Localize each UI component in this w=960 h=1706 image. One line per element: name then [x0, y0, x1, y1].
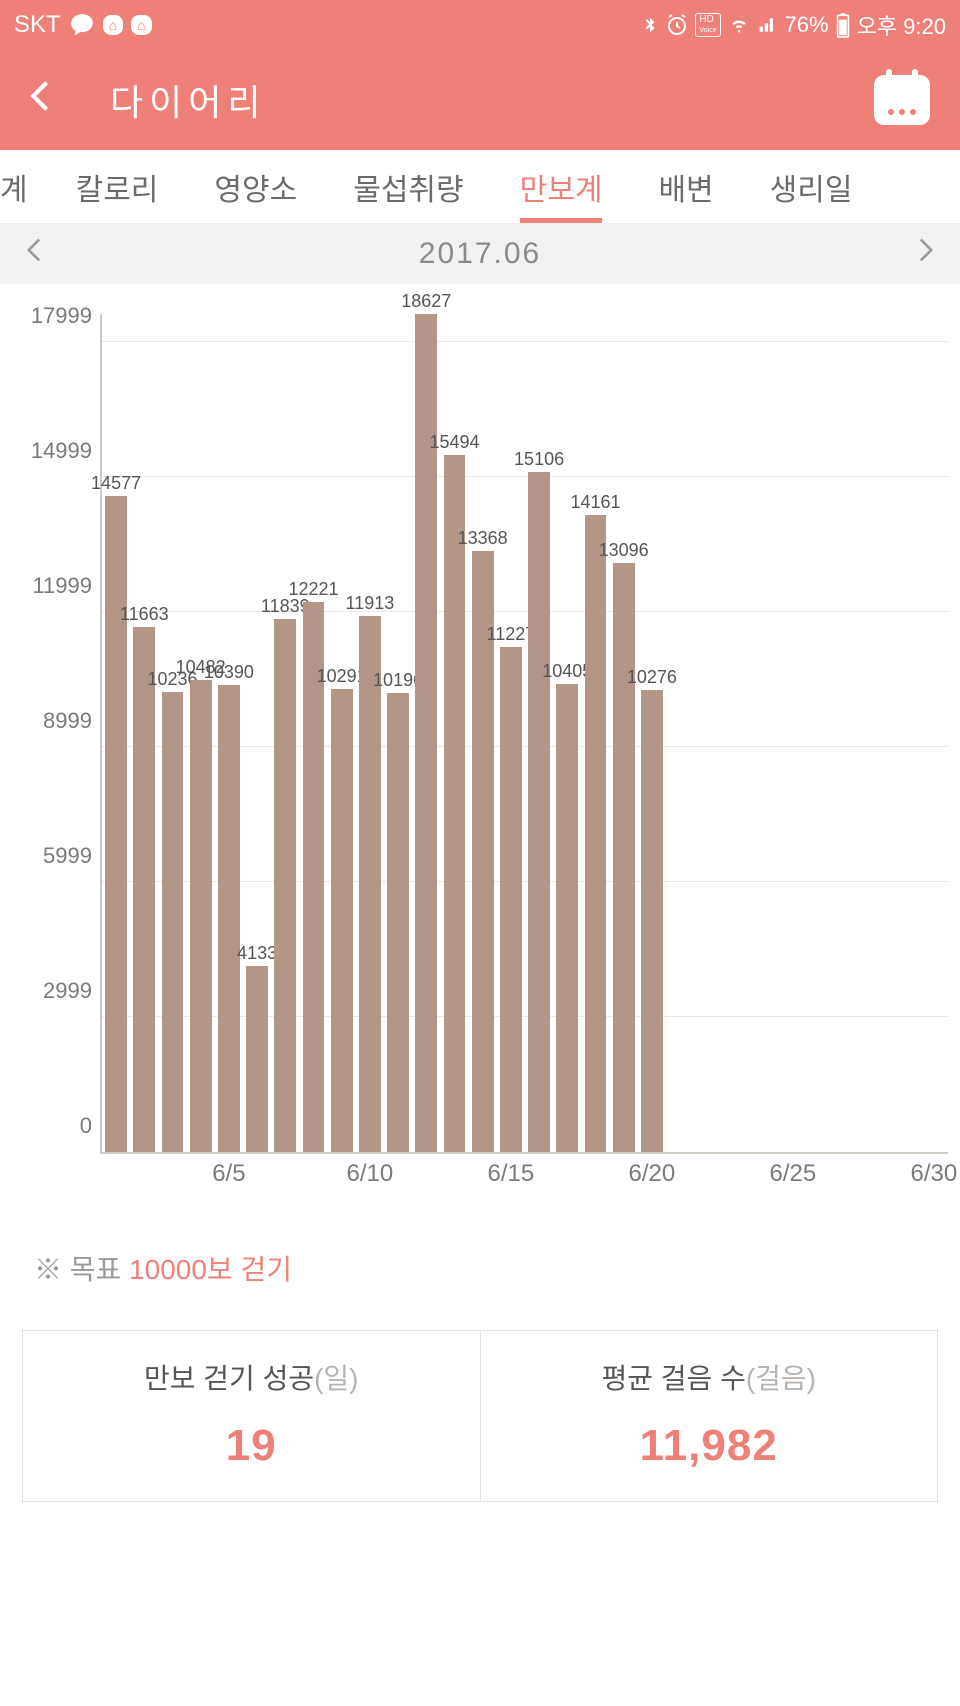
bar-day-5[interactable]: 10390 — [218, 685, 240, 1152]
bar-value-label: 13096 — [599, 540, 649, 563]
tab-5[interactable]: 배변 — [630, 150, 741, 223]
bar-day-17[interactable]: 10405 — [556, 684, 578, 1152]
bar-day-9[interactable]: 10291 — [331, 689, 353, 1152]
grid-line — [102, 476, 948, 477]
bar-value-label: 10390 — [204, 662, 254, 685]
bar-day-3[interactable]: 10236 — [162, 692, 184, 1153]
bar-day-18[interactable]: 14161 — [585, 515, 607, 1152]
battery-pct: 76% — [785, 12, 829, 38]
stat-success-days: 만보 걷기 성공(일) 19 — [23, 1331, 481, 1501]
bar-value-label: 18627 — [401, 291, 451, 314]
bar-day-13[interactable]: 15494 — [444, 455, 466, 1152]
alarm-icon — [665, 13, 689, 37]
bluetooth-icon — [641, 13, 659, 37]
time-label: 오후 9:20 — [857, 9, 946, 41]
calendar-button[interactable] — [874, 75, 930, 125]
carrier-label: SKT — [14, 11, 61, 39]
y-tick-label: 11999 — [32, 573, 102, 599]
x-tick-label: 6/25 — [770, 1152, 817, 1188]
bar-day-2[interactable]: 11663 — [133, 627, 155, 1152]
stat-avg-steps: 평균 걸음 수(걸음) 11,982 — [481, 1331, 938, 1501]
bar-value-label: 13368 — [458, 528, 508, 551]
stat-title: 평균 걸음 수(걸음) — [491, 1357, 928, 1397]
tab-3[interactable]: 물섭취량 — [325, 150, 491, 223]
goal-text: ※ 목표 10000보 걷기 — [0, 1224, 960, 1312]
battery-icon — [835, 12, 851, 38]
bar-value-label: 12221 — [288, 579, 338, 602]
bar-day-4[interactable]: 10482 — [190, 680, 212, 1152]
date-nav: 2017.06 — [0, 224, 960, 284]
bar-day-6[interactable]: 4133 — [246, 966, 268, 1152]
status-left: SKT ⌂ ⌂ — [14, 11, 152, 39]
bar-value-label: 14577 — [91, 473, 141, 496]
back-button[interactable] — [30, 79, 50, 122]
bar-day-10[interactable]: 11913 — [359, 616, 381, 1152]
notif-badge-1: ⌂ — [103, 15, 123, 35]
app-header: 다이어리 — [0, 50, 960, 150]
wifi-icon — [727, 15, 751, 35]
y-tick-label: 17999 — [31, 303, 102, 329]
chart-plot: 02999599989991199914999179996/56/106/156… — [100, 314, 948, 1154]
page-title: 다이어리 — [110, 74, 266, 126]
bar-value-label: 11913 — [346, 593, 395, 616]
y-tick-label: 8999 — [43, 708, 102, 734]
y-tick-label: 14999 — [31, 438, 102, 464]
x-tick-label: 6/10 — [347, 1152, 394, 1188]
y-tick-label: 0 — [80, 1113, 102, 1139]
chat-icon — [69, 12, 95, 38]
bar-day-16[interactable]: 15106 — [528, 472, 550, 1152]
bar-value-label: 10276 — [627, 667, 677, 690]
tab-4[interactable]: 만보계 — [492, 150, 631, 223]
bar-day-20[interactable]: 10276 — [641, 690, 663, 1152]
x-tick-label: 6/20 — [629, 1152, 676, 1188]
stat-title: 만보 걷기 성공(일) — [33, 1357, 470, 1397]
bar-value-label: 14161 — [570, 492, 620, 515]
x-tick-label: 6/5 — [212, 1152, 245, 1188]
bar-value-label: 15106 — [514, 449, 564, 472]
tab-2[interactable]: 영양소 — [186, 150, 325, 223]
tab-1[interactable]: 칼로리 — [48, 150, 187, 223]
hd-voice-icon: HDVoice — [695, 13, 720, 37]
y-tick-label: 5999 — [43, 843, 102, 869]
notif-badge-2: ⌂ — [131, 15, 151, 35]
tab-0[interactable]: 계 — [0, 150, 48, 223]
bar-day-19[interactable]: 13096 — [613, 563, 635, 1152]
bar-day-15[interactable]: 11227 — [500, 647, 522, 1152]
goal-suffix: 보 걷기 — [207, 1254, 292, 1285]
next-month-button[interactable] — [918, 237, 934, 271]
grid-line — [102, 341, 948, 342]
pedometer-chart: 0 2999 5999 8999 11999 14999 17999 6/5 6/10 6/15 6… — [0, 284, 960, 1224]
stat-value: 19 — [33, 1421, 470, 1471]
status-right: HDVoice 76% 오후 9:20 — [641, 9, 946, 41]
stat-value: 11,982 — [491, 1421, 928, 1471]
bar-day-7[interactable]: 11839 — [274, 619, 296, 1152]
stats-row: 만보 걷기 성공(일) 19 평균 걸음 수(걸음) 11,982 — [22, 1330, 938, 1502]
prev-month-button[interactable] — [26, 237, 42, 271]
status-bar: SKT ⌂ ⌂ HDVoice 76% 오후 9:20 — [0, 0, 960, 50]
tab-6[interactable]: 생리일 — [742, 150, 881, 223]
signal-icon — [757, 15, 779, 35]
x-tick-label: 6/30 — [911, 1152, 958, 1188]
x-tick-label: 6/15 — [488, 1152, 535, 1188]
bar-value-label: 4133 — [237, 943, 277, 966]
bar-value-label: 15494 — [429, 432, 479, 455]
grid-line — [102, 611, 948, 612]
goal-prefix: ※ 목표 — [34, 1254, 121, 1285]
bar-day-11[interactable]: 10196 — [387, 693, 409, 1152]
goal-value: 10000 — [129, 1254, 207, 1285]
y-tick-label: 2999 — [43, 978, 102, 1004]
tabs: 계칼로리영양소물섭취량만보계배변생리일 — [0, 150, 960, 224]
bar-day-1[interactable]: 14577 — [105, 496, 127, 1152]
bar-value-label: 11663 — [120, 604, 169, 627]
date-label: 2017.06 — [419, 237, 541, 271]
